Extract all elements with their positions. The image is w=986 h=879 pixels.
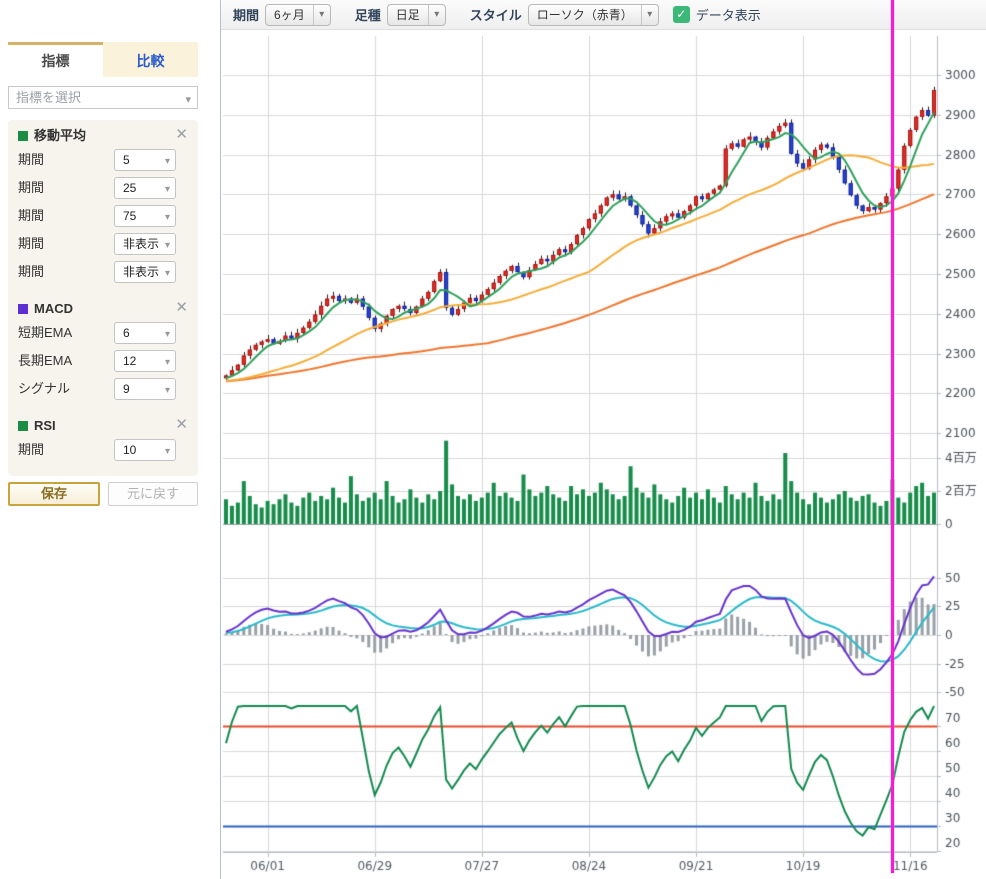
ma-row-4: 期間 非表示 ▾	[18, 232, 188, 260]
reset-button[interactable]: 元に戻す	[108, 482, 198, 506]
rsi-panel-label: RSI	[34, 418, 56, 433]
ma-color-swatch-icon	[18, 131, 28, 141]
ma-row-4-label: 期間	[18, 236, 45, 251]
chevron-down-icon: ▾	[164, 268, 170, 279]
chevron-down-icon: ▾	[164, 240, 170, 251]
bar-type-value: 日足	[395, 8, 420, 22]
macd-row-1-label: 短期EMA	[18, 325, 73, 340]
ma-period-3-select[interactable]: 75 ▾	[114, 205, 176, 227]
ma-period-5-value: 非表示	[123, 265, 160, 279]
save-button[interactable]: 保存	[8, 482, 100, 506]
style-value: ローソク（赤青）	[536, 8, 633, 22]
indicator-sidebar: 指標 比較 指標を選択 ▾ 移動平均 ✕ 期間 5 ▾ 期間 25 ▾ 期間 75 ▾	[0, 0, 220, 879]
rsi-settings-panel: RSI ✕ 期間 10 ▾	[8, 410, 198, 476]
macd-slow-ema-select[interactable]: 12 ▾	[114, 350, 176, 372]
ma-row-5: 期間 非表示 ▾	[18, 260, 188, 288]
ma-period-4-select[interactable]: 非表示 ▾	[114, 233, 176, 255]
dropdown-divider	[427, 4, 429, 25]
ma-period-5-select[interactable]: 非表示 ▾	[114, 261, 176, 283]
tab-indicator[interactable]: 指標	[8, 42, 103, 77]
macd-signal-value: 9	[123, 382, 130, 396]
ma-period-2-value: 25	[123, 181, 137, 195]
chevron-down-icon: ▾	[164, 156, 170, 167]
rsi-color-swatch-icon	[18, 421, 28, 431]
dropdown-divider	[312, 4, 314, 25]
macd-fast-ema-select[interactable]: 6 ▾	[114, 322, 176, 344]
ma-row-5-label: 期間	[18, 264, 45, 279]
chevron-down-icon: ▾	[164, 446, 170, 457]
chevron-down-icon: ▾	[434, 9, 440, 20]
macd-row-1: 短期EMA 6 ▾	[18, 321, 188, 349]
macd-row-3: シグナル 9 ▾	[18, 377, 188, 405]
chevron-down-icon: ▾	[185, 94, 191, 106]
ma-settings-panel: 移動平均 ✕ 期間 5 ▾ 期間 25 ▾ 期間 75 ▾ 期間 非表示 ▾ 期間 非表…	[8, 120, 198, 298]
chevron-down-icon: ▾	[164, 385, 170, 396]
chevron-down-icon: ▾	[164, 357, 170, 368]
data-display-label: データ表示	[695, 8, 761, 23]
chevron-down-icon: ▾	[164, 212, 170, 223]
style-label: スタイル	[469, 8, 522, 23]
macd-panel-label: MACD	[34, 301, 73, 316]
rsi-panel-title: RSI ✕	[18, 416, 188, 438]
ma-row-1: 期間 5 ▾	[18, 148, 188, 176]
indicator-select[interactable]: 指標を選択 ▾	[8, 86, 198, 109]
close-rsi-panel-button[interactable]: ✕	[175, 416, 188, 433]
sidebar-buttons: 保存 元に戻す	[8, 482, 198, 506]
rsi-period-select[interactable]: 10 ▾	[114, 439, 176, 461]
chevron-down-icon: ▾	[319, 9, 325, 20]
ma-period-2-select[interactable]: 25 ▾	[114, 177, 176, 199]
style-dropdown[interactable]: ローソク（赤青） ▾	[527, 3, 659, 26]
period-dropdown[interactable]: 6ヶ月 ▾	[265, 3, 331, 26]
bar-type-dropdown[interactable]: 日足 ▾	[386, 3, 446, 26]
macd-row-2: 長期EMA 12 ▾	[18, 349, 188, 377]
sidebar-tabs: 指標 比較	[8, 42, 198, 77]
macd-panel-title: MACD ✕	[18, 299, 188, 321]
ma-period-3-value: 75	[123, 209, 137, 223]
bar-type-label: 足種	[354, 8, 381, 23]
chart-region: 期間 6ヶ月 ▾ 足種 日足 ▾ スタイル ローソク（赤青） ▾ ✓ データ表示	[220, 0, 986, 879]
rsi-period-value: 10	[123, 443, 137, 457]
macd-fast-ema-value: 6	[123, 326, 130, 340]
macd-row-3-label: シグナル	[18, 381, 71, 396]
dropdown-divider	[640, 4, 642, 25]
chevron-down-icon: ▾	[164, 329, 170, 340]
chart-toolbar: 期間 6ヶ月 ▾ 足種 日足 ▾ スタイル ローソク（赤青） ▾ ✓ データ表示	[221, 0, 986, 30]
ma-period-1-value: 5	[123, 153, 130, 167]
period-label: 期間	[233, 8, 260, 23]
ma-row-3-label: 期間	[18, 208, 45, 223]
rsi-row-1: 期間 10 ▾	[18, 438, 188, 466]
ma-panel-title: 移動平均 ✕	[18, 126, 188, 148]
close-ma-panel-button[interactable]: ✕	[175, 126, 188, 143]
ma-period-4-value: 非表示	[123, 237, 160, 251]
ma-row-1-label: 期間	[18, 152, 45, 167]
ma-row-2-label: 期間	[18, 180, 45, 195]
crosshair-line[interactable]	[890, 0, 894, 873]
chart-canvas[interactable]	[221, 30, 986, 879]
rsi-row-1-label: 期間	[18, 442, 45, 457]
ma-period-1-select[interactable]: 5 ▾	[114, 149, 176, 171]
macd-signal-select[interactable]: 9 ▾	[114, 378, 176, 400]
tab-compare[interactable]: 比較	[103, 42, 198, 77]
macd-color-swatch-icon	[18, 304, 28, 314]
ma-row-3: 期間 75 ▾	[18, 204, 188, 232]
check-icon: ✓	[676, 7, 687, 21]
ma-panel-label: 移動平均	[34, 128, 87, 143]
chevron-down-icon: ▾	[164, 184, 170, 195]
indicator-select-placeholder: 指標を選択	[16, 90, 82, 105]
macd-settings-panel: MACD ✕ 短期EMA 6 ▾ 長期EMA 12 ▾ シグナル 9 ▾	[8, 293, 198, 415]
close-macd-panel-button[interactable]: ✕	[175, 299, 188, 316]
chevron-down-icon: ▾	[647, 9, 653, 20]
period-value: 6ヶ月	[274, 8, 305, 22]
macd-slow-ema-value: 12	[123, 354, 137, 368]
ma-row-2: 期間 25 ▾	[18, 176, 188, 204]
data-display-checkbox[interactable]: ✓	[672, 6, 690, 23]
macd-row-2-label: 長期EMA	[18, 353, 73, 368]
